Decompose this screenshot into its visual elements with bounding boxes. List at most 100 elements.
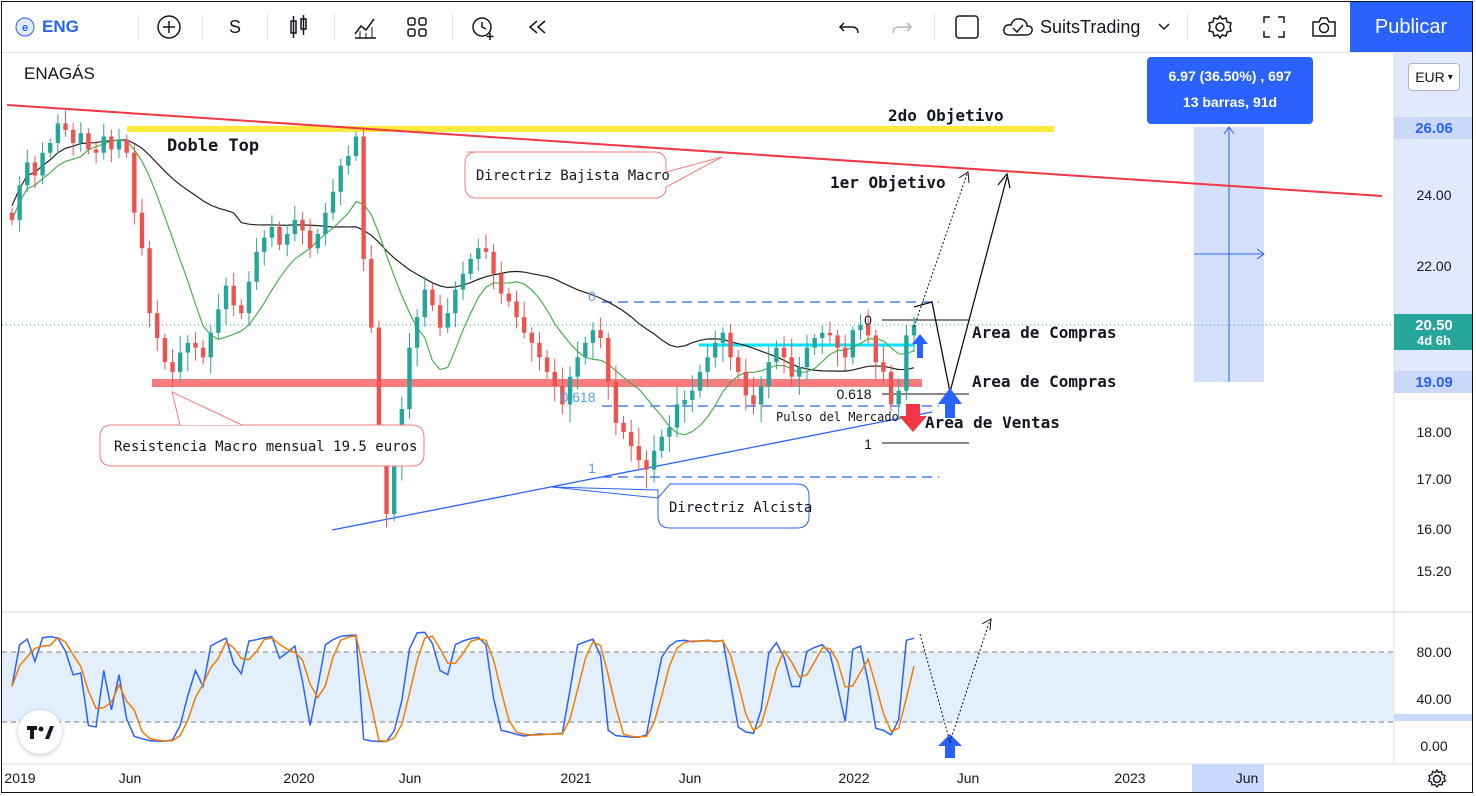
symbol-search-button[interactable]: ENG — [42, 17, 79, 36]
candle — [223, 277, 229, 325]
candle — [774, 340, 779, 370]
candle — [346, 145, 351, 175]
candle — [468, 253, 473, 280]
fullscreen-icon[interactable] — [1258, 2, 1290, 52]
candle — [827, 321, 833, 344]
candle — [254, 237, 259, 290]
candle — [804, 334, 810, 381]
alert-clock-icon[interactable] — [468, 2, 498, 52]
candle — [621, 415, 626, 440]
bullish-callout-text: Directriz Alcista — [669, 500, 812, 516]
candle — [743, 358, 749, 411]
fib-right-0: 0 — [864, 312, 872, 328]
candle — [124, 134, 129, 158]
bullish-trendline — [331, 411, 933, 531]
price-badge-sub: 4d 6h — [1417, 333, 1451, 348]
interval-button[interactable]: S — [228, 16, 241, 37]
candle — [155, 300, 160, 352]
camera-icon[interactable] — [1308, 2, 1340, 52]
candle — [735, 350, 741, 380]
candle — [858, 314, 863, 340]
projection-path-2 — [913, 173, 968, 328]
candle — [904, 325, 909, 401]
candle-type-icon[interactable] — [284, 2, 314, 52]
tradingview-logo — [18, 710, 62, 754]
currency-label: EUR — [1415, 69, 1445, 85]
chevron-down-icon[interactable] — [1154, 2, 1174, 52]
candle — [697, 364, 703, 398]
candle — [865, 309, 871, 344]
time-tick: Jun — [119, 770, 142, 786]
publish-button[interactable]: Publicar — [1350, 2, 1472, 52]
time-tick: 2023 — [1114, 770, 1145, 786]
redo-icon[interactable] — [887, 2, 917, 52]
candle — [177, 335, 183, 382]
candle — [70, 123, 76, 156]
candle — [713, 330, 718, 368]
candle — [659, 429, 664, 458]
candle — [651, 435, 657, 483]
candle — [896, 378, 901, 420]
candle — [636, 427, 642, 471]
oscillator-band — [2, 652, 1394, 722]
cloud-save-icon[interactable] — [1000, 2, 1036, 52]
measure-tooltip — [1147, 57, 1313, 124]
time-tick: Jun — [399, 770, 422, 786]
time-axis-settings-icon[interactable] — [1424, 766, 1450, 792]
candle — [682, 390, 687, 423]
replay-icon[interactable] — [522, 2, 552, 52]
candle — [86, 128, 91, 155]
undo-icon[interactable] — [834, 2, 864, 52]
candle — [506, 287, 512, 308]
moving-average-fast — [11, 139, 915, 436]
indicators-icon[interactable] — [350, 2, 380, 52]
candle — [606, 332, 611, 400]
sell-arrow — [899, 404, 927, 432]
currency-selector[interactable]: EUR ▾ — [1408, 63, 1460, 91]
candle — [63, 110, 68, 137]
price-badge-value: 19.09 — [1415, 374, 1453, 391]
candle — [812, 334, 817, 355]
candle — [850, 326, 856, 365]
candlestick-series — [9, 110, 917, 528]
resistance-callout-text: Resistencia Macro mensual 19.5 euros — [114, 439, 417, 455]
compare-add-icon[interactable] — [154, 2, 184, 52]
candle — [820, 325, 825, 354]
candle — [628, 419, 634, 462]
candle — [284, 224, 290, 257]
stoch-d-line — [11, 634, 915, 743]
time-tick: 2019 — [4, 770, 35, 786]
candle — [766, 346, 771, 399]
candle — [170, 349, 175, 388]
fib-left-618: 0.618 — [560, 389, 595, 405]
candle — [598, 317, 603, 349]
candle — [116, 128, 122, 159]
candle — [231, 272, 236, 316]
price-tick: 16.00 — [1416, 521, 1451, 537]
pulse-label: Pulso del Mercado — [776, 410, 899, 424]
candle — [430, 283, 435, 312]
templates-grid-icon[interactable] — [402, 2, 432, 52]
measure-tooltip-line1: 6.97 (36.50%) , 697 — [1169, 68, 1292, 84]
bearish-callout-text: Directriz Bajista Macro — [476, 168, 670, 184]
candle — [667, 415, 672, 453]
candle — [514, 290, 519, 329]
candle — [560, 367, 565, 415]
layout-name[interactable]: SuitsTrading — [1040, 16, 1141, 37]
osc-tick: 80.00 — [1416, 644, 1451, 660]
candle — [361, 127, 366, 272]
candle — [392, 457, 397, 522]
candle — [521, 301, 527, 339]
candle — [843, 334, 848, 371]
buy-arrow-1 — [912, 334, 928, 358]
candle — [476, 238, 481, 272]
fullscreen-frame-icon[interactable] — [952, 2, 982, 52]
price-badge — [1394, 117, 1472, 139]
candle — [483, 234, 489, 260]
candle — [55, 114, 61, 154]
candle — [758, 376, 764, 423]
time-tick: 2022 — [838, 770, 869, 786]
gear-icon[interactable] — [1204, 2, 1236, 52]
symbol-logo-icon: e — [12, 2, 38, 52]
